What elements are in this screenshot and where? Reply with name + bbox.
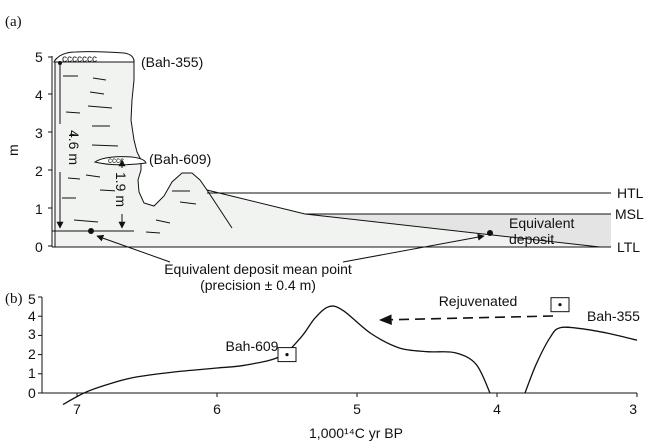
htl-label: HTL (617, 185, 644, 201)
equivalent-point-sea (487, 230, 493, 236)
panel-a-ytick-2: 2 (35, 163, 43, 179)
panel-a-label: (a) (5, 14, 22, 30)
rejuvenated-arrow (378, 314, 554, 326)
panel-a-ytick-0: 0 (35, 239, 43, 255)
equivalent-deposit-line2: deposit (509, 231, 554, 247)
sea-level-curve-late (524, 326, 638, 394)
svg-text:cccc: cccc (108, 156, 124, 165)
shell-deposit-top: ccccccc (53, 51, 135, 65)
mean-point-caption-line2: (precision ± 0.4 m) (200, 277, 316, 293)
measure-1-9-gap (115, 168, 130, 214)
panel-b-ytick-3: 3 (28, 326, 36, 342)
panel-b-xtick-6: 6 (213, 401, 221, 417)
ltl-label: LTL (617, 239, 640, 255)
rejuvenated-label: Rejuvenated (439, 293, 518, 309)
measure-4-6-label: 4.6 m (66, 130, 82, 165)
svg-text:ccccccc: ccccccc (62, 54, 97, 65)
panel-b-label: (b) (5, 291, 23, 307)
panel-b-ytick-1: 1 (28, 365, 36, 381)
panel-a: (a) 5 4 3 2 1 0 m (5, 14, 644, 293)
panel-b-ytick-5: 5 (28, 291, 36, 307)
equivalent-point-cliff (88, 228, 94, 234)
panel-b: (b) 5 4 3 2 1 0 7 6 5 4 3 1,000¹⁴C yr BP… (5, 291, 640, 441)
notch-slope-line (206, 189, 233, 229)
panel-a-y-ticks (48, 56, 52, 247)
panel-a-ytick-5: 5 (35, 49, 43, 65)
sample-bah609-point (285, 353, 289, 357)
equivalent-deposit-line1: Equivalent (509, 215, 574, 231)
sample-bah355-dot (58, 61, 62, 65)
sample-bah609-chart-label: Bah-609 (226, 338, 279, 354)
panel-a-ytick-1: 1 (35, 201, 43, 217)
msl-label: MSL (615, 206, 644, 222)
panel-b-xtick-5: 5 (353, 401, 361, 417)
panel-b-xtick-4: 4 (493, 401, 501, 417)
mean-point-caption-line1: Equivalent deposit mean point (164, 261, 352, 277)
panel-b-x-label: 1,000¹⁴C yr BP (309, 425, 403, 441)
sea-level-curve-early (62, 305, 491, 406)
rock-bedding (59, 75, 197, 234)
panel-b-ticks (38, 296, 638, 397)
panel-a-ytick-4: 4 (35, 87, 43, 103)
panel-a-y-unit: m (5, 144, 21, 156)
measure-4-6-gap (56, 124, 70, 172)
pointer-to-sea-point (342, 233, 485, 263)
panel-b-xtick-3: 3 (629, 401, 637, 417)
measure-1-9-label: 1.9 m (113, 172, 129, 207)
panel-b-xtick-7: 7 (73, 401, 81, 417)
panel-b-ytick-4: 4 (28, 308, 36, 324)
pointer-to-cliff-point (96, 234, 171, 263)
sample-bah355-chart-label: Bah-355 (587, 308, 640, 324)
sample-bah609-label: (Bah-609) (149, 151, 211, 167)
panel-b-ytick-0: 0 (28, 385, 36, 401)
sample-bah355-label: (Bah-355) (141, 54, 203, 70)
sample-bah355-point (558, 303, 562, 307)
panel-a-ytick-3: 3 (35, 125, 43, 141)
panel-b-ytick-2: 2 (28, 346, 36, 362)
